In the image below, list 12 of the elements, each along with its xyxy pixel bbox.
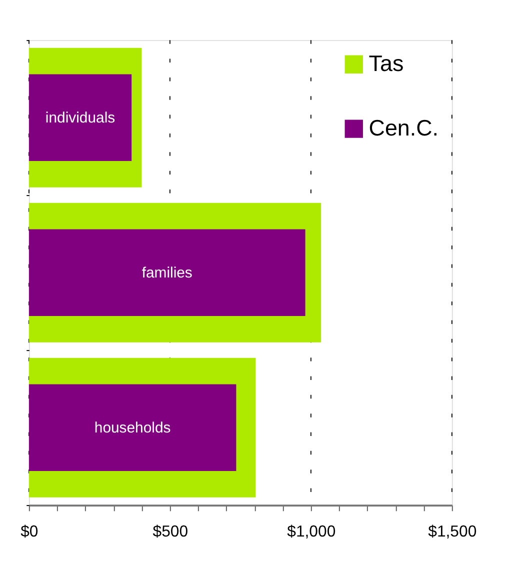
x-tick-label: $0 — [20, 523, 38, 540]
y-tick-label: families — [142, 264, 192, 282]
legend-label: Cen.C. — [368, 115, 438, 140]
y-tick-label: households — [94, 419, 171, 436]
bar — [28, 384, 236, 471]
bar — [28, 74, 132, 161]
bar — [28, 229, 306, 316]
x-tick-label: $1,000 — [287, 523, 336, 540]
legend-label: Tas — [368, 50, 404, 76]
y-tick-label: individuals — [45, 109, 116, 126]
x-tick-label: $1,500 — [428, 523, 477, 540]
x-tick-label: $500 — [152, 523, 188, 540]
